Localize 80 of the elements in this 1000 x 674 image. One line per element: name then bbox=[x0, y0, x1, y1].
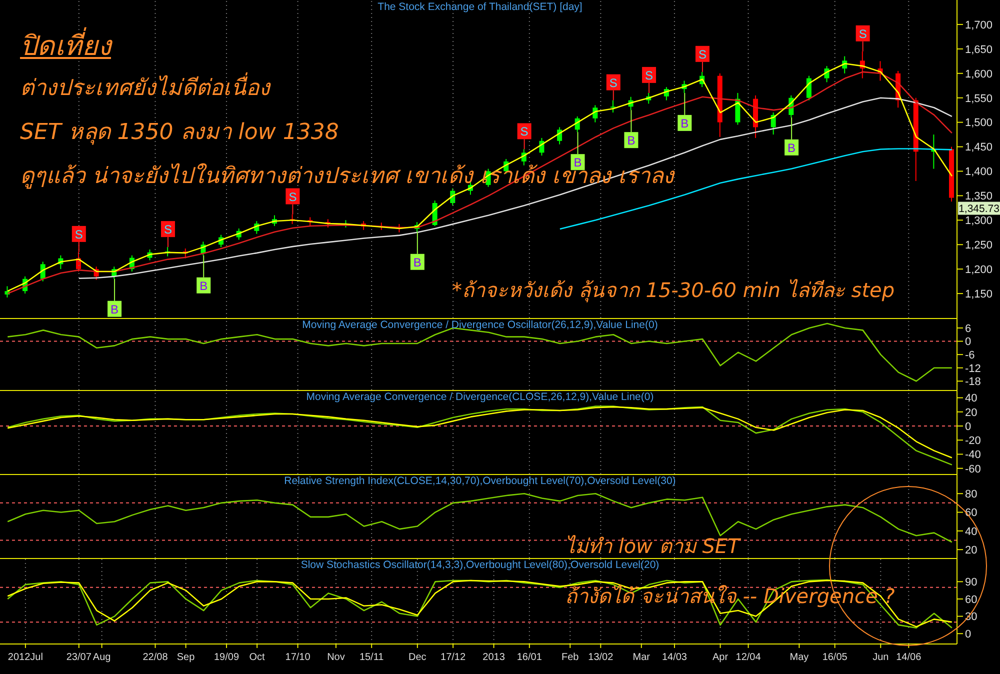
y-tick-label: 60 bbox=[965, 507, 978, 520]
annotation: S bbox=[645, 68, 654, 82]
annotation: SET หลุด 1350 ลงมา low 1338 bbox=[20, 119, 339, 147]
annotation: S bbox=[858, 26, 867, 41]
annotation: S bbox=[288, 190, 297, 204]
annotation: B bbox=[413, 255, 422, 270]
x-tick-label: 14/06 bbox=[896, 652, 922, 663]
y-tick-label: -12 bbox=[965, 362, 981, 375]
x-tick-label: 17/12 bbox=[440, 652, 466, 663]
y-tick-label: 1,650 bbox=[965, 44, 993, 56]
annotation: ต่างประเทศยังไม่ดีต่อเนื่อง bbox=[20, 71, 270, 103]
x-tick-label: 22/08 bbox=[142, 652, 168, 663]
annotation: B bbox=[110, 302, 119, 316]
x-tick-label: May bbox=[790, 652, 809, 663]
y-tick-label: 1,150 bbox=[965, 288, 993, 300]
annotation: B bbox=[680, 116, 689, 130]
x-tick-label: 15/11 bbox=[359, 652, 384, 663]
annotation: B bbox=[788, 140, 796, 155]
annotation: S bbox=[520, 124, 528, 139]
x-tick-label: Nov bbox=[327, 652, 345, 663]
y-tick-label: 1,600 bbox=[965, 68, 993, 80]
x-tick-label: Feb bbox=[562, 652, 580, 663]
y-tick-label: -18 bbox=[965, 376, 981, 388]
annotation: ไม่ทำ low ตาม SET bbox=[565, 534, 740, 558]
x-tick-label: 16/01 bbox=[516, 652, 542, 663]
y-tick-label: 1,400 bbox=[965, 166, 993, 178]
y-tick-label: 20 bbox=[965, 544, 978, 557]
chart-title: The Stock Exchange of Thailand(SET) [day] bbox=[378, 1, 582, 13]
annotation: S bbox=[164, 222, 172, 237]
y-tick-label: 1,450 bbox=[965, 142, 993, 154]
chart-title: Moving Average Convergence / Divergence(CLOSE,26,12,9),Value Line(0) bbox=[306, 391, 654, 403]
y-tick-label: 0 bbox=[965, 420, 972, 433]
chart-title: Slow Stochastics Oscillator(14,3,3),Overbought Level(80),Oversold Level(20) bbox=[300, 559, 660, 571]
annotation: 1,345.73 bbox=[958, 202, 1000, 215]
y-tick-label: 1,200 bbox=[965, 264, 993, 276]
y-tick-label: 1,500 bbox=[965, 117, 993, 130]
x-tick-label: 16/05 bbox=[822, 652, 848, 663]
x-tick-label: Oct bbox=[249, 652, 266, 663]
y-tick-label: 0 bbox=[965, 628, 972, 641]
x-tick-label: 2013 bbox=[482, 652, 506, 663]
annotation: S bbox=[609, 76, 618, 90]
chart-title: Relative Strength Index(CLOSE,14,30,70),Overbought Level(70),Oversold Level(30) bbox=[284, 475, 676, 487]
x-tick-label: 2012Jul bbox=[8, 652, 43, 663]
x-tick-label: Dec bbox=[408, 652, 426, 663]
y-tick-label: -6 bbox=[965, 349, 975, 362]
y-tick-label: -40 bbox=[965, 449, 981, 462]
annotation: *ถ้าจะหวังเด้ง ลุ้นจาก 15-30-60 min ไล่ทีละ step bbox=[452, 277, 895, 304]
x-tick-label: Jun bbox=[872, 652, 889, 663]
y-tick-label: 1,700 bbox=[965, 19, 993, 32]
annotation: B bbox=[200, 278, 208, 293]
y-tick-label: 20 bbox=[965, 406, 978, 419]
annotation: ปิดเที่ยง bbox=[20, 26, 111, 64]
x-tick-label: 13/02 bbox=[588, 652, 614, 663]
y-tick-label: -20 bbox=[965, 435, 981, 448]
annotation: S bbox=[698, 47, 706, 62]
x-tick-label: Aug bbox=[92, 652, 111, 663]
y-tick-label: 1,550 bbox=[965, 92, 993, 105]
y-tick-label: 40 bbox=[965, 526, 978, 538]
x-tick-label: 19/09 bbox=[214, 652, 240, 663]
y-tick-label: 1,350 bbox=[965, 190, 993, 203]
x-tick-label: 12/04 bbox=[736, 652, 762, 663]
annotation: B bbox=[627, 134, 636, 148]
x-tick-label: Apr bbox=[712, 652, 729, 663]
y-tick-label: 80 bbox=[965, 488, 978, 501]
y-tick-label: 0 bbox=[965, 336, 972, 348]
y-tick-label: 90 bbox=[965, 576, 978, 589]
x-tick-label: Mar bbox=[632, 652, 651, 663]
x-tick-label: Sep bbox=[176, 652, 196, 663]
y-tick-label: 60 bbox=[965, 594, 978, 606]
chart-title: Moving Average Convergence / Divergence Oscillator(26,12,9),Value Line(0) bbox=[302, 319, 658, 331]
y-tick-label: 40 bbox=[965, 392, 978, 405]
y-tick-label: 1,250 bbox=[965, 240, 993, 252]
x-tick-label: 23/07 bbox=[66, 652, 92, 663]
x-tick-label: 14/03 bbox=[662, 652, 688, 663]
x-tick-label: 17/10 bbox=[285, 652, 311, 663]
y-tick-label: -60 bbox=[965, 463, 981, 476]
y-tick-label: 6 bbox=[965, 322, 972, 335]
y-tick-label: 1,300 bbox=[965, 215, 993, 228]
annotation: S bbox=[74, 227, 83, 242]
annotation: B bbox=[574, 156, 582, 170]
